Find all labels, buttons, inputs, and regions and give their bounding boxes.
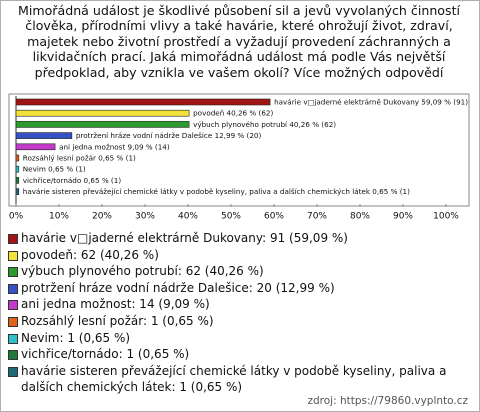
legend-swatch — [8, 234, 18, 244]
x-tick-label: 100% — [433, 212, 459, 222]
bar-label: vichřice/tornádo 0,65 % (1) — [23, 176, 122, 185]
x-tick-label: 0% — [9, 212, 24, 222]
legend-label: vichřice/tornádo: 1 (0,65 %) — [21, 347, 190, 362]
x-tick-label: 40% — [178, 212, 198, 222]
x-tick-label: 90% — [393, 212, 413, 222]
x-tick-label: 30% — [135, 212, 155, 222]
bar-label: havárie sisteren převážející chemické lá… — [23, 187, 410, 196]
source: zdroj: https://79860.vyplnto.cz — [307, 395, 469, 407]
bar — [15, 98, 271, 106]
legend-swatch — [8, 366, 18, 377]
bar-label: ani jedna možnost 9,09 % (14) — [59, 142, 170, 151]
bar — [15, 143, 56, 151]
chart-title: Mimořádná událost je škodlivé působení s… — [17, 3, 461, 80]
legend-label: havárie v□jaderné elektrárně Dukovany: 9… — [21, 231, 348, 245]
bar-label: protržení hráze vodní nádrže Dalešice 12… — [76, 131, 262, 140]
bar — [15, 188, 20, 195]
bar — [15, 165, 20, 173]
bar-label: havárie v□jaderné elektrárně Dukovany 59… — [274, 98, 468, 107]
x-tick-label: 70% — [307, 212, 327, 222]
bar — [15, 177, 20, 184]
x-tick-label: 80% — [350, 212, 370, 222]
x-tick-label: 60% — [264, 212, 284, 222]
bar-label: Rozsáhlý lesní požár 0,65 % (1) — [23, 154, 136, 163]
legend-label: výbuch plynového potrubí: 62 (40,26 %) — [21, 264, 264, 279]
legend-swatch — [8, 300, 18, 311]
legend-item: havárie sisteren převážející chemické lá… — [8, 363, 470, 396]
bar-label: Nevim 0,65 % (1) — [23, 165, 86, 174]
legend-label: povodeň: 62 (40,26 %) — [21, 247, 159, 262]
legend-item: Nevim: 1 (0,65 %) — [8, 330, 470, 347]
legend-swatch — [8, 283, 18, 294]
legend-swatch — [8, 250, 18, 261]
chart: 0% 10% 20% 30% 40% 50% 60% 70% 80% 90% 100% havárie… — [8, 93, 470, 222]
legend-label: protržení hráze vodní nádrže Dalešice: 2… — [21, 280, 335, 295]
legend-item: havárie v□jaderné elektrárně Dukovany: 9… — [8, 230, 470, 247]
legend-item: ani jedna možnost: 14 (9,09 %) — [8, 296, 470, 313]
x-tick-label: 10% — [49, 212, 69, 222]
legend: havárie v□jaderné elektrárně Dukovany: 9… — [8, 230, 470, 396]
bar-label: povodeň 40,26 % (62) — [193, 109, 273, 118]
legend-label: havárie sisteren převážející chemické lá… — [21, 363, 447, 395]
bar — [15, 132, 73, 139]
legend-label: ani jedna možnost: 14 (9,09 %) — [21, 297, 210, 312]
legend-label: Rozsáhlý lesní požár: 1 (0,65 %) — [21, 313, 214, 328]
legend-swatch — [8, 350, 18, 361]
bar — [15, 121, 190, 128]
legend-swatch — [8, 316, 18, 327]
bar — [15, 109, 190, 117]
legend-swatch — [8, 333, 18, 344]
legend-label: Nevim: 1 (0,65 %) — [21, 330, 131, 345]
legend-item: výbuch plynového potrubí: 62 (40,26 %) — [8, 263, 470, 280]
x-tick-label: 50% — [221, 212, 241, 222]
legend-item: povodeň: 62 (40,26 %) — [8, 247, 470, 264]
bar-label: výbuch plynového potrubí 40,26 % (62) — [193, 120, 336, 129]
legend-item: Rozsáhlý lesní požár: 1 (0,65 %) — [8, 313, 470, 330]
legend-swatch — [8, 267, 18, 278]
legend-item: protržení hráze vodní nádrže Dalešice: 2… — [8, 280, 470, 297]
bar — [15, 154, 20, 162]
x-tick-label: 20% — [92, 212, 112, 222]
legend-item: vichřice/tornádo: 1 (0,65 %) — [8, 346, 470, 363]
